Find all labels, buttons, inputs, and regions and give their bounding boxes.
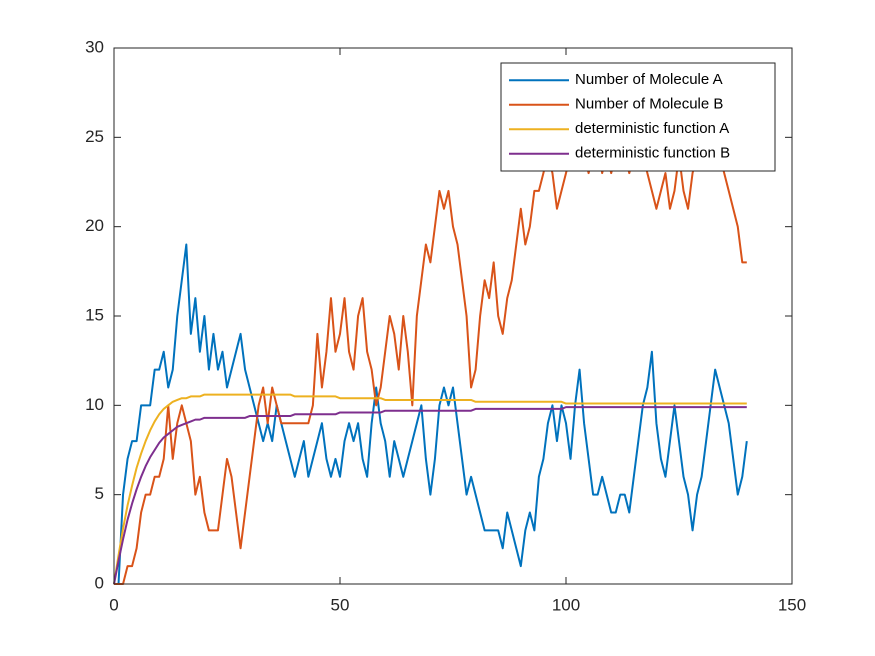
data-line <box>113 406 747 585</box>
legend-label: deterministic function B <box>575 145 730 162</box>
data-line <box>113 393 747 585</box>
legend-label: Number of Molecule A <box>575 71 723 88</box>
y-tick-label: 20 <box>85 216 104 235</box>
x-tick-label: 150 <box>778 595 806 614</box>
y-tick-label: 30 <box>85 37 104 56</box>
y-tick-label: 10 <box>85 395 104 414</box>
y-tick-label: 5 <box>95 484 104 503</box>
data-line <box>114 243 748 585</box>
y-tick-label: 15 <box>85 305 104 324</box>
legend-label: Number of Molecule B <box>575 96 723 113</box>
x-tick-label: 50 <box>331 595 350 614</box>
x-tick-label: 0 <box>109 595 118 614</box>
legend-label: deterministic function A <box>575 120 729 137</box>
legend: Number of Molecule A Number of Molecule B… <box>500 62 776 172</box>
x-tick-label: 100 <box>552 595 580 614</box>
y-tick-label: 25 <box>85 127 104 146</box>
y-tick-label: 0 <box>95 573 104 592</box>
